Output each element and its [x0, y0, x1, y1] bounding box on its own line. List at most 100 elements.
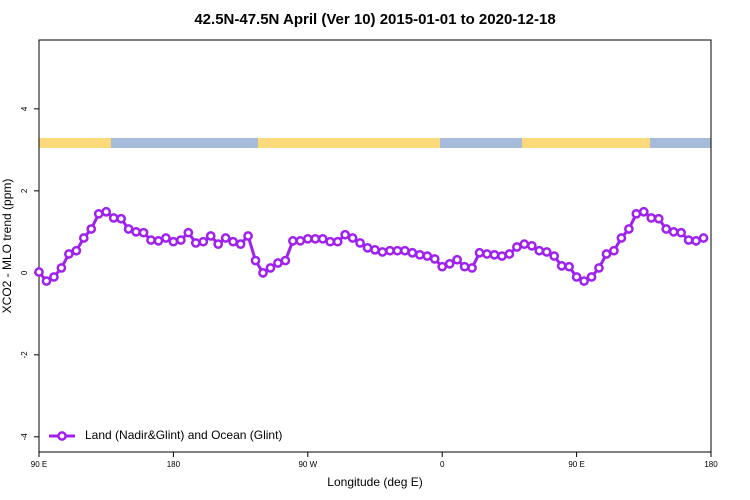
data-point — [302, 233, 313, 244]
data-point — [467, 263, 477, 273]
data-point — [392, 245, 403, 256]
legend-marker — [57, 431, 67, 441]
data-point — [459, 261, 470, 272]
data-point — [93, 208, 104, 219]
data-point — [526, 240, 537, 251]
y-tick-label: 0 — [20, 270, 29, 275]
data-point — [34, 267, 44, 277]
data-point — [49, 272, 59, 282]
data-point — [414, 249, 425, 260]
data-point — [176, 235, 186, 245]
data-point — [586, 272, 597, 282]
data-point — [228, 236, 238, 247]
x-tick-label: 90 W — [298, 460, 317, 469]
data-point — [131, 227, 141, 237]
data-point — [497, 251, 507, 261]
data-point — [444, 258, 455, 269]
land — [39, 138, 111, 148]
data-point — [265, 263, 276, 273]
data-point — [86, 224, 97, 234]
data-point — [235, 239, 246, 250]
data-point — [198, 236, 209, 247]
data-point — [101, 206, 112, 217]
data-point — [400, 245, 410, 256]
data-point — [340, 229, 350, 240]
data-point — [624, 224, 634, 234]
data-point — [78, 233, 89, 243]
data-point — [243, 231, 253, 241]
data-point — [556, 261, 567, 271]
data-point — [190, 238, 201, 248]
x-axis-label: Longitude (deg E) — [327, 475, 422, 489]
chart-title: 42.5N-47.5N April (Ver 10) 2015-01-01 to… — [194, 11, 555, 28]
data-point — [295, 236, 306, 246]
data-point — [332, 236, 343, 247]
data-point — [288, 236, 298, 246]
data-point — [541, 247, 552, 257]
data-point — [347, 233, 358, 243]
data-point — [676, 227, 686, 238]
data-point — [422, 251, 433, 261]
data-point — [138, 227, 149, 238]
data-point — [631, 208, 642, 219]
data-point — [71, 245, 82, 256]
data-point — [273, 258, 283, 268]
data-point — [161, 233, 171, 243]
data-point — [116, 213, 126, 224]
legend-label: Land (Nadir&Glint) and Ocean (Glint) — [85, 428, 282, 442]
data-point — [504, 249, 515, 259]
ocean — [440, 138, 522, 148]
data-point — [683, 235, 694, 245]
data-point — [355, 238, 365, 248]
data-point — [183, 227, 194, 238]
data-point — [616, 233, 627, 243]
data-point — [41, 276, 52, 286]
data-point — [168, 236, 179, 247]
data-point — [452, 254, 462, 265]
data-point — [579, 276, 589, 286]
data-point — [108, 213, 119, 223]
data-point — [474, 247, 485, 258]
ocean — [650, 138, 711, 148]
data-point — [564, 261, 574, 272]
data-point — [146, 235, 156, 245]
data-point — [429, 254, 440, 264]
data-point — [385, 245, 395, 256]
data-point — [437, 261, 448, 272]
x-tick-label: 180 — [704, 460, 718, 469]
data-point — [317, 233, 328, 244]
data-point — [370, 245, 380, 255]
data-point — [512, 242, 522, 252]
data-point — [362, 242, 373, 253]
data-point — [407, 247, 418, 258]
data-point — [64, 249, 74, 259]
data-point — [205, 231, 216, 241]
land — [522, 138, 650, 148]
data-point — [258, 268, 268, 278]
data-point — [310, 233, 321, 244]
x-tick-label: 0 — [440, 460, 445, 469]
data-point — [489, 249, 500, 260]
y-tick-label: -2 — [20, 351, 29, 359]
y-axis-label: XCO2 - MLO trend (ppm) — [0, 179, 14, 314]
data-point — [519, 239, 530, 250]
y-tick-label: -4 — [20, 433, 29, 441]
data-point — [220, 233, 231, 243]
data-point — [691, 236, 701, 246]
x-tick-label: 90 E — [31, 460, 47, 469]
land — [258, 138, 440, 148]
data-point — [646, 213, 657, 223]
data-point — [594, 263, 604, 273]
x-tick-label: 180 — [167, 460, 181, 469]
data-point — [123, 224, 134, 234]
data-point — [250, 255, 261, 266]
data-point — [638, 206, 649, 217]
data-point — [668, 227, 679, 237]
data-point — [153, 236, 164, 246]
plot-frame — [38, 39, 712, 453]
data-point — [601, 249, 612, 259]
data-point — [661, 224, 672, 234]
data-point — [482, 249, 492, 259]
data-point — [609, 245, 619, 256]
data-point — [534, 245, 545, 256]
